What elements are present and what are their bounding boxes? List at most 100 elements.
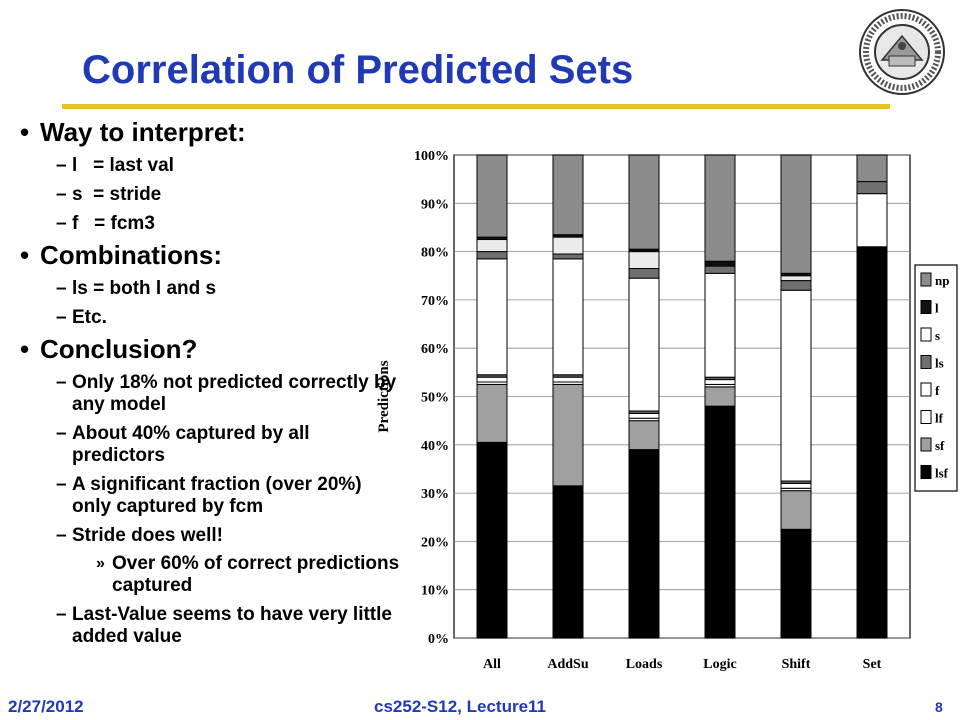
bar-segment-np	[552, 154, 584, 236]
x-category-label: AddSu	[547, 657, 588, 672]
bar-segment-f	[628, 251, 660, 270]
dash-icon: –	[56, 184, 67, 205]
y-tick-label: 40%	[421, 439, 449, 454]
bar-segment-sf	[476, 383, 508, 443]
bar-segment-ls	[856, 181, 888, 195]
bullet-text: Way to interpret:	[40, 117, 246, 147]
sub-bullet-text: Only 18% not predicted correctly by any …	[72, 372, 402, 415]
sub-bullet-item: – Only 18% not predicted correctly by any…	[20, 372, 400, 416]
sub-sub-bullet-text: Over 60% of correct predictions captured	[112, 553, 400, 596]
sub-bullet-text: Stride does well!	[72, 525, 223, 546]
dash-icon: –	[56, 474, 67, 495]
legend-label: lsf	[935, 466, 949, 481]
bar-segment-np	[856, 154, 888, 183]
sub-bullet-item: – Etc.	[20, 307, 400, 329]
bar-segment-lsf	[476, 441, 508, 639]
legend-swatch	[920, 410, 932, 424]
bar-segment-ls	[476, 251, 508, 260]
legend-swatch	[920, 300, 932, 314]
sub-bullet-text: l = last val	[72, 155, 174, 176]
footer-page-number: 8	[935, 699, 943, 715]
bar-segment-f	[552, 376, 584, 383]
predictions-stacked-bar-chart: 0% 10% 20% 30% 40% 50% 60% 70% 80% 90% 100% Predict…	[376, 149, 958, 672]
bar-segment-lsf	[628, 449, 660, 639]
sub-bullet-item: – f = fcm3	[20, 213, 400, 235]
x-category-label: Loads	[626, 657, 663, 672]
sub-bullet-text: About 40% captured by all predictors	[72, 423, 315, 466]
y-tick-label: 60%	[421, 342, 449, 357]
sub-bullet-item: – A significant fraction (over 20%) only …	[20, 474, 400, 518]
bar-segment-ls	[780, 280, 812, 291]
y-axis-label: Predictions	[376, 360, 392, 432]
dash-icon: –	[56, 423, 67, 444]
dash-icon: –	[56, 213, 67, 234]
bar-segment-np	[628, 154, 660, 250]
y-tick-label: 50%	[421, 391, 449, 406]
bar-segment-s	[780, 289, 812, 482]
legend-label: ls	[935, 356, 944, 371]
sub-bullet-text: ls = both l and s	[72, 278, 217, 299]
sub-sub-bullet-item: » Over 60% of correct predictions capture…	[20, 553, 400, 597]
bar-segment-f	[552, 236, 584, 255]
y-tick-label: 70%	[421, 294, 449, 309]
bullet-list: • Way to interpret: – l = last val – s = stri…	[20, 112, 400, 648]
legend-swatch	[920, 327, 932, 342]
slide-title: Correlation of Predicted Sets	[82, 48, 634, 92]
bar-segment-f	[780, 275, 812, 282]
bullet-dot-icon: •	[20, 240, 30, 270]
x-category-label: Shift	[782, 657, 811, 672]
sub-bullet-item: – Last-Value seems to have very little ad…	[20, 604, 400, 648]
bar-segment-lsf	[780, 528, 812, 639]
y-tick-label: 10%	[421, 584, 449, 599]
bullet-text: Conclusion?	[40, 334, 198, 364]
sub-bullet-item: – About 40% captured by all predictors	[20, 423, 400, 467]
bar-segment-sf	[780, 490, 812, 530]
y-tick-label: 100%	[414, 149, 449, 164]
y-tick-label: 80%	[421, 246, 449, 261]
legend-swatch	[920, 272, 932, 287]
bullet-item: • Way to interpret:	[20, 116, 400, 148]
dash-icon: –	[56, 278, 67, 299]
footer-course: cs252-S12, Lecture11	[374, 697, 547, 716]
y-tick-label: 90%	[421, 197, 449, 212]
bar-segment-f	[476, 376, 508, 383]
bar-segment-s	[552, 258, 584, 376]
sub-bullet-text: f = fcm3	[72, 213, 155, 234]
bar-segment-s	[476, 258, 508, 376]
double-chevron-icon: »	[96, 555, 105, 572]
legend-swatch	[920, 465, 932, 479]
legend-label: l	[935, 301, 939, 316]
bar-segment-s	[856, 193, 888, 248]
bar-segment-lsf	[704, 405, 736, 639]
legend-label: np	[935, 273, 949, 288]
legend-swatch	[920, 437, 932, 452]
legend-label: sf	[935, 438, 945, 453]
dash-icon: –	[56, 155, 67, 176]
dash-icon: –	[56, 307, 67, 328]
bar-segment-sf	[552, 383, 584, 487]
footer-date: 2/27/2012	[8, 697, 84, 716]
legend-label: lf	[935, 411, 944, 426]
dash-icon: –	[56, 604, 67, 625]
bar-segment-f	[476, 239, 508, 253]
bar-segment-f	[704, 379, 736, 385]
bar-segment-lsf	[856, 246, 888, 639]
legend-label: s	[935, 328, 940, 343]
bullet-dot-icon: •	[20, 117, 30, 147]
x-category-label: Set	[863, 657, 882, 672]
bar-segment-np	[476, 154, 508, 238]
y-tick-label: 30%	[421, 487, 449, 502]
bar-segment-f	[628, 412, 660, 419]
title-underline	[62, 104, 890, 109]
y-tick-label: 0%	[428, 632, 449, 647]
bar-segment-ls	[704, 265, 736, 274]
x-category-label: Logic	[703, 657, 736, 672]
bar-segment-np	[704, 154, 736, 262]
bar-segment-f	[780, 482, 812, 489]
legend-swatch	[920, 355, 932, 369]
university-seal-icon	[859, 9, 945, 95]
sub-bullet-item: – l = last val	[20, 155, 400, 177]
legend-label: f	[935, 383, 940, 398]
sub-bullet-text: Etc.	[72, 307, 107, 328]
legend-swatch	[920, 382, 932, 397]
